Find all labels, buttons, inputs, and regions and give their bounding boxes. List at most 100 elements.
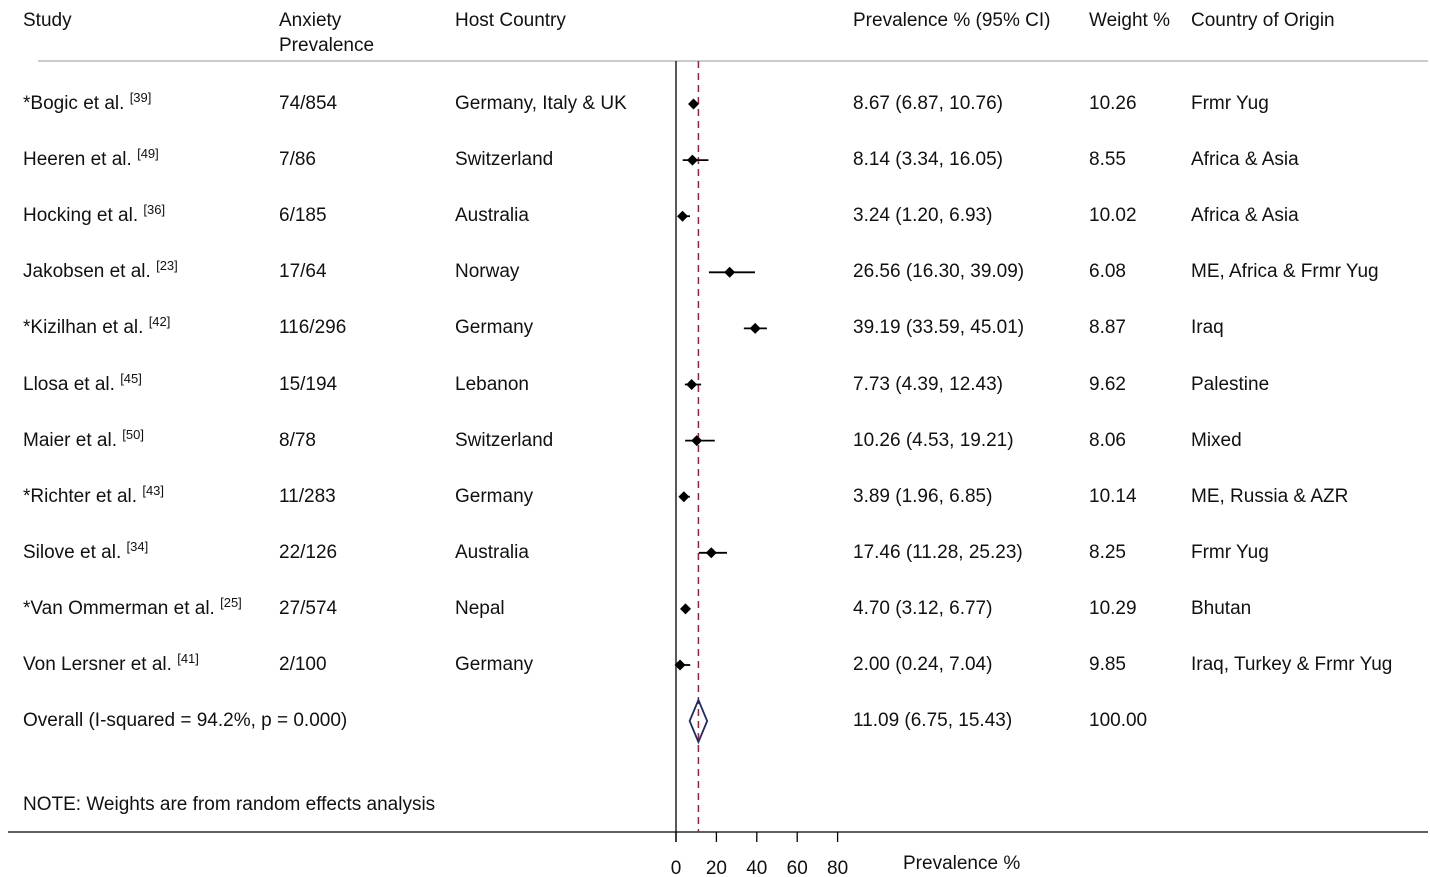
header-prevalence-ci: Prevalence % (95% CI) — [853, 10, 1051, 31]
weight: 6.08 — [1089, 261, 1126, 283]
study-name: *Bogic et al. [39] — [23, 91, 151, 115]
anxiety-prevalence: 6/185 — [279, 205, 327, 227]
country-of-origin: ME, Russia & AZR — [1191, 485, 1349, 507]
anxiety-prevalence: 2/100 — [279, 654, 327, 675]
study-name: Heeren et al. [49] — [23, 146, 159, 171]
weight: 8.87 — [1089, 317, 1126, 339]
host-country: Germany — [455, 317, 534, 339]
prevalence-ci: 2.00 (0.24, 7.04) — [853, 654, 993, 675]
country-of-origin: Bhutan — [1191, 597, 1252, 619]
weight: 10.14 — [1089, 485, 1137, 507]
overall-diamond — [688, 697, 709, 745]
study-name: Hocking et al. [36] — [23, 202, 166, 227]
study-label: Heeren et al. — [23, 149, 132, 171]
point-estimate-marker — [724, 266, 736, 278]
study-name: Silove et al. [34] — [23, 540, 148, 564]
overall-weight: 100.00 — [1089, 710, 1148, 731]
prevalence-ci: 4.70 (3.12, 6.77) — [853, 597, 993, 619]
host-country: Lebanon — [455, 373, 529, 395]
host-country: Australia — [455, 205, 529, 227]
study-label: Llosa et al. — [23, 373, 115, 395]
host-country: Norway — [455, 261, 520, 283]
prevalence-ci: 7.73 (4.39, 12.43) — [853, 373, 1003, 395]
country-of-origin: Frmr Yug — [1191, 541, 1269, 563]
weight: 8.06 — [1089, 429, 1126, 451]
prevalence-ci: 10.26 (4.53, 19.21) — [853, 429, 1014, 451]
study-label: Maier et al. — [23, 429, 117, 451]
study-name: *Kizilhan et al. [42] — [23, 314, 171, 339]
host-country: Switzerland — [455, 429, 554, 451]
host-country: Nepal — [455, 597, 505, 619]
overall-ci: 11.09 (6.75, 15.43) — [853, 710, 1013, 731]
host-country: Switzerland — [455, 149, 554, 171]
weight: 10.02 — [1089, 205, 1137, 227]
anxiety-prevalence: 15/194 — [279, 373, 338, 395]
country-of-origin: Iraq, Turkey & Frmr Yug — [1191, 654, 1393, 675]
prevalence-ci: 3.89 (1.96, 6.85) — [853, 485, 993, 507]
study-label: *Van Ommerman et al. — [23, 597, 215, 619]
point-estimate-marker — [688, 98, 700, 110]
point-estimate-marker — [674, 659, 686, 671]
prevalence-ci: 3.24 (1.20, 6.93) — [853, 205, 993, 227]
anxiety-prevalence: 74/854 — [279, 93, 338, 114]
host-country: Germany — [455, 654, 534, 675]
header-anxiety-line1: Anxiety — [279, 10, 342, 31]
header-anxiety-line2: Prevalence — [279, 35, 375, 56]
x-tick-label: 60 — [787, 858, 808, 877]
country-of-origin: Mixed — [1191, 429, 1242, 451]
anxiety-prevalence: 11/283 — [279, 485, 336, 507]
study-label: Hocking et al. — [23, 205, 139, 227]
country-of-origin: Frmr Yug — [1191, 93, 1269, 114]
weight: 10.26 — [1089, 93, 1137, 114]
anxiety-prevalence: 17/64 — [279, 261, 327, 283]
study-label: Jakobsen et al. — [23, 261, 151, 283]
host-country: Germany, Italy & UK — [455, 93, 627, 114]
header-host-country: Host Country — [455, 10, 566, 31]
prevalence-ci: 26.56 (16.30, 39.09) — [853, 261, 1025, 283]
study-name: *Van Ommerman et al. [25] — [23, 594, 242, 620]
weight: 8.55 — [1089, 149, 1126, 171]
study-name: *Richter et al. [43] — [23, 482, 165, 508]
study-reference: [36] — [143, 202, 166, 218]
anxiety-prevalence: 7/86 — [279, 149, 316, 171]
study-reference: [42] — [148, 314, 171, 330]
weight: 8.25 — [1089, 541, 1126, 563]
weight: 9.85 — [1089, 654, 1126, 675]
x-tick-label: 20 — [706, 858, 727, 877]
study-label: *Richter et al. — [23, 485, 138, 507]
header-study: Study — [23, 10, 72, 31]
study-label: *Kizilhan et al. — [23, 317, 144, 339]
study-name: Llosa et al. [45] — [23, 370, 142, 396]
point-estimate-marker — [677, 210, 689, 222]
point-estimate-marker — [686, 379, 698, 390]
weight: 9.62 — [1089, 373, 1126, 395]
host-country: Germany — [455, 485, 534, 507]
study-reference: [25] — [220, 594, 242, 610]
country-of-origin: Africa & Asia — [1191, 205, 1299, 227]
study-label: Von Lersner et al. — [23, 654, 172, 675]
study-reference: [49] — [137, 146, 159, 162]
header-country-of-origin: Country of Origin — [1191, 10, 1335, 31]
header-weight: Weight % — [1089, 10, 1170, 31]
country-of-origin: Palestine — [1191, 373, 1270, 395]
prevalence-ci: 8.14 (3.34, 16.05) — [853, 149, 1003, 171]
study-reference: [43] — [142, 482, 165, 498]
anxiety-prevalence: 22/126 — [279, 541, 338, 563]
country-of-origin: Africa & Asia — [1191, 149, 1299, 171]
host-country: Australia — [455, 541, 529, 563]
study-name: Von Lersner et al. [41] — [23, 651, 199, 676]
anxiety-prevalence: 116/296 — [279, 317, 347, 339]
study-reference: [23] — [156, 258, 178, 274]
overall-label: Overall (I-squared = 94.2%, p = 0.000) — [23, 710, 348, 731]
x-tick-label: 80 — [827, 858, 848, 877]
prevalence-ci: 39.19 (33.59, 45.01) — [853, 317, 1025, 339]
study-reference: [41] — [177, 651, 199, 666]
country-of-origin: ME, Africa & Frmr Yug — [1191, 261, 1379, 283]
x-axis-label: Prevalence % — [903, 853, 1020, 874]
study-reference: [45] — [120, 370, 142, 386]
anxiety-prevalence: 8/78 — [279, 429, 316, 451]
country-of-origin: Iraq — [1191, 317, 1224, 339]
prevalence-ci: 8.67 (6.87, 10.76) — [853, 93, 1003, 114]
x-tick-label: 0 — [671, 858, 682, 877]
